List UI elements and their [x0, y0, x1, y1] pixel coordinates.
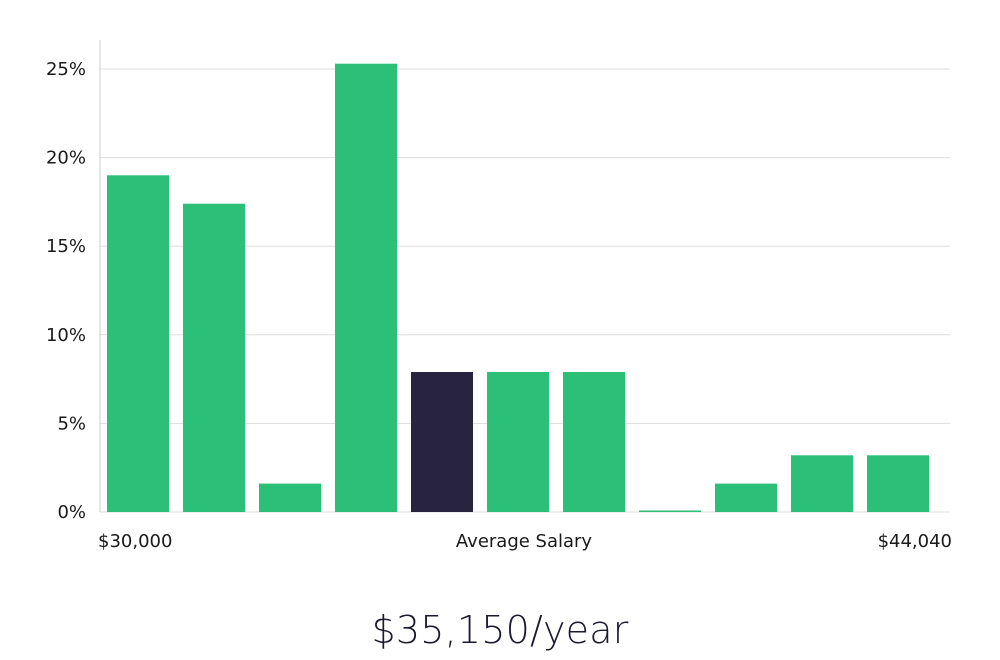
histogram-bar: [867, 455, 929, 512]
y-tick-label: 15%: [46, 236, 86, 257]
histogram-bar: [107, 175, 169, 513]
y-tick-label: 0%: [57, 502, 86, 523]
histogram-bar: [335, 63, 397, 512]
average-salary-bar: [411, 372, 473, 512]
histogram-bar: [183, 203, 245, 512]
y-tick-label: 10%: [46, 325, 86, 346]
histogram-bar: [487, 372, 549, 512]
x-label-min: $30,000: [98, 531, 172, 552]
histogram-bar: [563, 372, 625, 512]
histogram-bar: [715, 483, 777, 512]
histogram-bar: [259, 483, 321, 512]
y-tick-label: 25%: [46, 59, 86, 80]
histogram-bar: [791, 455, 853, 512]
y-tick-label: 5%: [57, 413, 86, 434]
histogram-bar: [639, 510, 701, 512]
y-tick-label: 20%: [46, 148, 86, 169]
salary-histogram-chart: 0%5%10%15%20%25% $30,000 Average Salary …: [46, 40, 952, 552]
average-salary-headline: $35,150/year: [371, 608, 629, 652]
y-tick-labels: 0% 5% 10% 15% 20% 25%: [46, 59, 86, 523]
x-label-average-salary: Average Salary: [456, 531, 593, 552]
x-label-max: $44,040: [878, 531, 952, 552]
histogram-bars: [107, 63, 929, 513]
